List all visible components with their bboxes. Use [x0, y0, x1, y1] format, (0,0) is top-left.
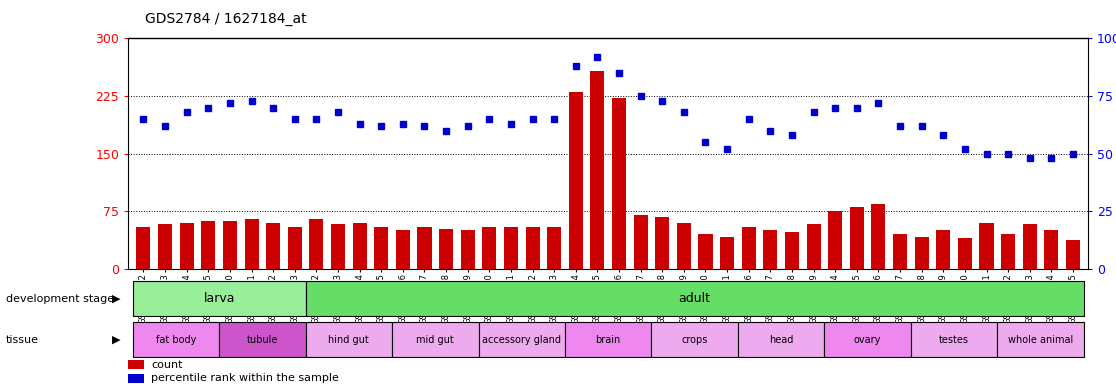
Bar: [223, 221, 237, 269]
Bar: [244, 219, 259, 269]
Bar: [417, 227, 432, 269]
Bar: [849, 207, 864, 269]
Bar: [133, 322, 219, 357]
Text: count: count: [152, 359, 183, 369]
Text: ▶: ▶: [112, 334, 121, 345]
Bar: [565, 322, 652, 357]
Bar: [720, 237, 734, 269]
Bar: [828, 211, 843, 269]
Bar: [201, 221, 215, 269]
Bar: [742, 227, 756, 269]
Text: crops: crops: [682, 334, 708, 345]
Bar: [158, 224, 172, 269]
Text: development stage: development stage: [6, 293, 114, 304]
Bar: [392, 322, 479, 357]
Bar: [396, 230, 410, 269]
Bar: [699, 234, 712, 269]
Bar: [655, 217, 670, 269]
Text: adult: adult: [679, 292, 711, 305]
Bar: [936, 230, 951, 269]
Text: fat body: fat body: [156, 334, 196, 345]
Bar: [872, 204, 885, 269]
Bar: [1022, 224, 1037, 269]
Text: head: head: [769, 334, 793, 345]
Text: tissue: tissue: [6, 334, 39, 345]
Bar: [1045, 230, 1058, 269]
Bar: [331, 224, 345, 269]
Bar: [309, 219, 324, 269]
Bar: [128, 360, 144, 369]
Bar: [504, 227, 518, 269]
Bar: [136, 227, 151, 269]
Text: mid gut: mid gut: [416, 334, 454, 345]
Bar: [738, 322, 825, 357]
Bar: [893, 234, 907, 269]
Bar: [915, 237, 929, 269]
Bar: [128, 374, 144, 383]
Bar: [911, 322, 998, 357]
Bar: [980, 223, 993, 269]
Bar: [266, 223, 280, 269]
Bar: [353, 223, 367, 269]
Bar: [569, 92, 583, 269]
Bar: [1001, 234, 1016, 269]
Bar: [785, 232, 799, 269]
Text: ▶: ▶: [112, 293, 121, 304]
Text: brain: brain: [596, 334, 620, 345]
Text: whole animal: whole animal: [1008, 334, 1074, 345]
Bar: [590, 71, 605, 269]
Bar: [374, 227, 388, 269]
Text: larva: larva: [203, 292, 234, 305]
Bar: [958, 238, 972, 269]
Bar: [461, 230, 474, 269]
Text: percentile rank within the sample: percentile rank within the sample: [152, 373, 339, 383]
Bar: [652, 322, 738, 357]
Bar: [634, 215, 647, 269]
Bar: [1066, 240, 1080, 269]
Bar: [763, 230, 778, 269]
Bar: [133, 281, 306, 316]
Bar: [526, 227, 540, 269]
Bar: [807, 224, 820, 269]
Bar: [825, 322, 911, 357]
Text: GDS2784 / 1627184_at: GDS2784 / 1627184_at: [145, 12, 307, 25]
Text: tubule: tubule: [247, 334, 278, 345]
Bar: [479, 322, 565, 357]
Bar: [547, 227, 561, 269]
Text: testes: testes: [939, 334, 969, 345]
Bar: [180, 223, 194, 269]
Bar: [482, 227, 497, 269]
Bar: [439, 229, 453, 269]
Text: accessory gland: accessory gland: [482, 334, 561, 345]
Bar: [998, 322, 1084, 357]
Bar: [612, 98, 626, 269]
Bar: [306, 322, 392, 357]
Bar: [288, 227, 301, 269]
Bar: [676, 223, 691, 269]
Text: hind gut: hind gut: [328, 334, 369, 345]
Text: ovary: ovary: [854, 334, 882, 345]
Bar: [306, 281, 1084, 316]
Bar: [219, 322, 306, 357]
